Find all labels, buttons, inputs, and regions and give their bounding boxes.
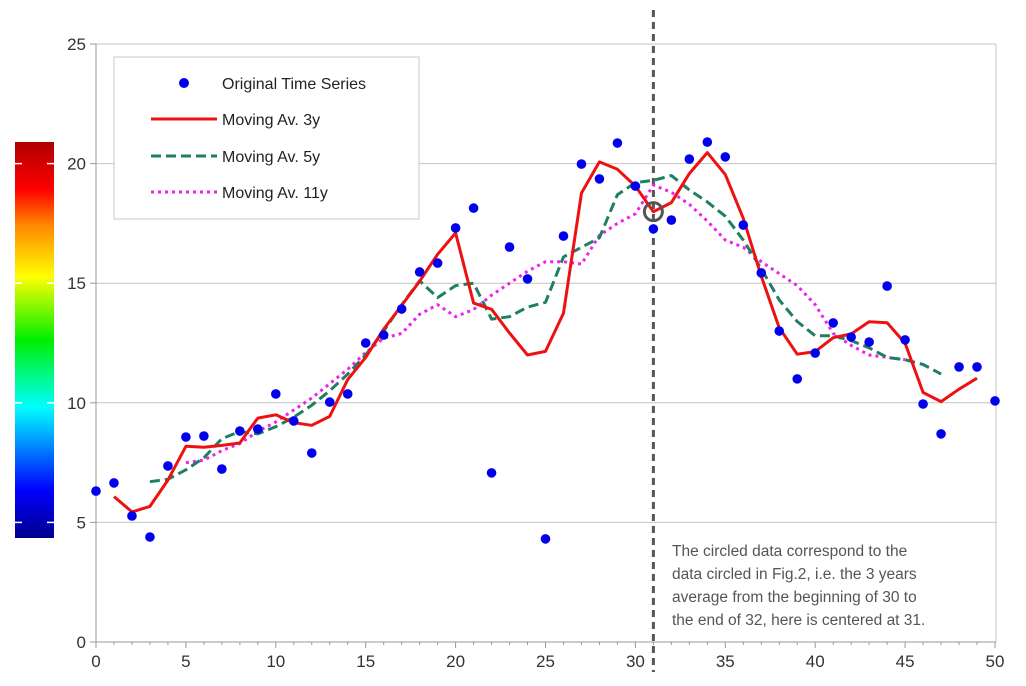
y-tick-label: 15 xyxy=(67,274,86,293)
legend-label-3y: Moving Av. 3y xyxy=(222,112,320,129)
x-tick-label: 0 xyxy=(91,652,100,671)
annotation-note: The circled data correspond to the data … xyxy=(672,543,925,629)
x-tick-label: 5 xyxy=(181,652,190,671)
plot-area xyxy=(91,10,1000,672)
y-tick-label: 10 xyxy=(67,394,86,413)
data-point xyxy=(468,203,479,213)
legend: Original Time Series Moving Av. 3y Movin… xyxy=(113,56,420,220)
data-point xyxy=(504,242,515,252)
x-tick-label: 25 xyxy=(536,652,555,671)
data-point xyxy=(91,486,101,496)
data-point xyxy=(558,231,569,241)
y-tick-label: 20 xyxy=(67,155,86,174)
circled-data-marker xyxy=(642,201,664,223)
data-point xyxy=(217,464,227,474)
data-point xyxy=(450,223,461,233)
legend-label-11y: Moving Av. 11y xyxy=(222,185,328,202)
data-point xyxy=(414,267,425,277)
data-point xyxy=(666,215,677,225)
note-line-4: the end of 32, here is centered at 31. xyxy=(672,612,925,629)
x-tick-label: 10 xyxy=(266,652,285,671)
colorbar-gradient xyxy=(15,142,54,538)
legend-label-5y: Moving Av. 5y xyxy=(222,149,320,166)
data-point xyxy=(486,468,497,478)
data-point xyxy=(594,174,605,184)
data-point xyxy=(918,399,928,409)
data-point xyxy=(882,281,892,291)
data-point xyxy=(324,397,335,407)
series-line-moving-av-11y xyxy=(185,183,906,465)
legend-label-original: Original Time Series xyxy=(222,76,366,93)
colorbar xyxy=(15,142,54,538)
data-point xyxy=(522,274,533,284)
data-point xyxy=(846,332,856,342)
data-point xyxy=(900,335,910,345)
data-point xyxy=(792,374,803,384)
data-point xyxy=(145,532,155,542)
data-point xyxy=(109,478,119,488)
series-line-moving-av-3y xyxy=(113,151,978,514)
data-point xyxy=(612,138,623,148)
data-point xyxy=(954,362,964,372)
legend-marker-original xyxy=(179,78,189,88)
data-point xyxy=(990,396,1000,406)
data-point xyxy=(630,181,641,191)
data-point xyxy=(181,432,191,442)
note-line-2: data circled in Fig.2, i.e. the 3 years xyxy=(672,566,917,583)
data-point xyxy=(540,534,551,544)
data-point xyxy=(702,137,713,147)
data-point xyxy=(199,431,209,441)
data-point xyxy=(378,330,389,340)
data-point xyxy=(972,362,982,372)
data-point xyxy=(396,304,407,314)
note-line-3: average from the beginning of 30 to xyxy=(672,589,917,606)
data-point xyxy=(288,416,299,426)
series-line-moving-av-5y xyxy=(149,174,942,484)
x-tick-label: 35 xyxy=(716,652,735,671)
y-tick-label: 25 xyxy=(67,35,86,54)
data-point xyxy=(127,511,137,521)
data-point xyxy=(936,429,946,439)
data-point xyxy=(271,389,281,399)
x-tick-label: 15 xyxy=(356,652,375,671)
x-tick-label: 20 xyxy=(446,652,465,671)
legend-box xyxy=(113,56,420,220)
x-tick-label: 40 xyxy=(806,652,825,671)
data-point xyxy=(342,389,353,399)
data-point xyxy=(738,220,749,230)
data-point xyxy=(306,448,317,458)
data-point xyxy=(253,424,263,434)
data-point xyxy=(648,224,659,234)
data-point xyxy=(576,159,587,169)
data-point xyxy=(684,154,695,164)
x-tick-label: 30 xyxy=(626,652,645,671)
data-point xyxy=(810,348,820,358)
data-point xyxy=(756,268,767,278)
x-tick-label: 45 xyxy=(896,652,915,671)
data-point xyxy=(432,258,443,268)
data-point xyxy=(864,337,874,347)
y-tick-label: 5 xyxy=(77,513,86,532)
y-tick-label: 0 xyxy=(77,633,86,652)
data-point xyxy=(235,426,245,436)
x-tick-label: 50 xyxy=(986,652,1005,671)
data-point xyxy=(828,318,838,328)
data-point xyxy=(163,461,173,471)
axes: 0 5 10 15 20 25 0 5 10 15 20 25 30 35 40 45 50 xyxy=(67,35,1004,671)
data-point xyxy=(360,338,371,348)
data-point xyxy=(774,326,785,336)
note-line-1: The circled data correspond to the xyxy=(672,543,907,560)
data-point xyxy=(720,152,731,162)
